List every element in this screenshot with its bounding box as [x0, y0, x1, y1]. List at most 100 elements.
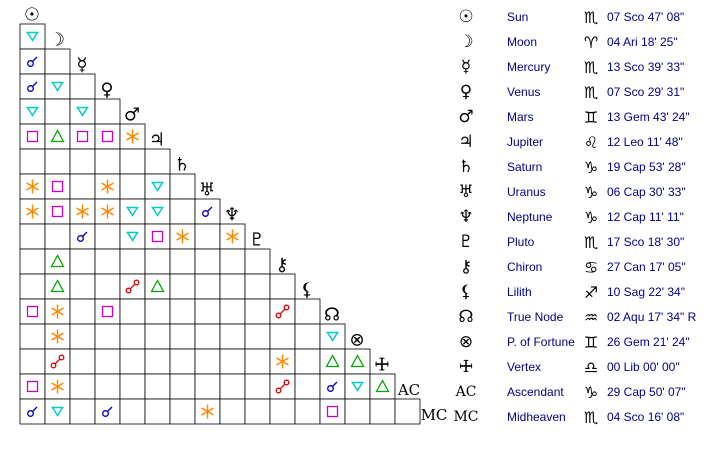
grid-cell	[244, 273, 271, 300]
square-icon	[151, 230, 164, 243]
grid-cell	[169, 398, 196, 425]
grid-cell	[44, 273, 71, 300]
planet-position: 19 Cap 53' 28"	[607, 160, 686, 174]
gemini-icon: ♊	[583, 333, 599, 352]
planet-row: MC Midheaven ♏ 04 Sco 16' 08"	[452, 405, 705, 430]
grid-cell	[44, 223, 71, 250]
grid-cell	[69, 273, 96, 300]
sextile-icon	[126, 129, 139, 144]
planet-row: ☊ True Node ♒ 02 Aqu 17' 34" R	[452, 305, 705, 330]
square-icon	[76, 130, 89, 143]
planet-row: ♇ Pluto ♏ 17 Sco 18' 30"	[452, 230, 705, 255]
chiron-icon: ⚷	[275, 255, 288, 276]
grid-cell	[119, 398, 146, 425]
scorpio-icon: ♏	[583, 8, 599, 27]
grid-cell	[319, 348, 346, 375]
semisextile-icon	[151, 206, 164, 217]
saturn-icon: ♄	[174, 155, 190, 176]
planet-position: 07 Sco 29' 31"	[607, 85, 685, 99]
planet-position: 26 Gem 21' 24"	[607, 335, 690, 349]
grid-cell	[19, 373, 46, 400]
ascendant-icon: AC	[455, 384, 477, 400]
trine-icon	[375, 379, 390, 393]
sextile-icon	[276, 354, 289, 369]
planet-position: 13 Gem 43' 24"	[607, 110, 690, 124]
grid-cell	[169, 198, 196, 225]
grid-cell	[44, 173, 71, 200]
semisextile-icon	[26, 106, 39, 117]
grid-cell	[94, 123, 121, 150]
planet-position: 29 Cap 50' 07"	[607, 385, 686, 399]
trine-icon	[50, 129, 65, 143]
semisextile-icon	[26, 31, 39, 42]
planet-name: Vertex	[507, 360, 542, 374]
grid-cell	[244, 373, 271, 400]
semisextile-icon	[51, 81, 64, 92]
sextile-icon	[101, 204, 114, 219]
planet-name: Jupiter	[507, 135, 544, 149]
planet-name: Lilith	[507, 285, 532, 299]
planet-row: ☿ Mercury ♏ 13 Sco 39' 33"	[452, 55, 705, 80]
planet-name: Uranus	[507, 185, 546, 199]
sextile-icon	[226, 229, 239, 244]
planet-name: Moon	[507, 35, 538, 49]
sextile-icon	[51, 329, 64, 344]
planet-row: ⚸ Lilith ♐ 10 Sag 22' 34"	[452, 280, 705, 305]
quincunx-icon	[125, 279, 140, 294]
grid-cell	[69, 173, 96, 200]
grid-cell	[369, 398, 396, 425]
grid-cell	[169, 273, 196, 300]
grid-cell	[219, 273, 246, 300]
semisextile-icon	[151, 181, 164, 192]
square-icon	[51, 180, 64, 193]
square-icon	[26, 130, 39, 143]
planet-position: 12 Cap 11' 11"	[607, 210, 684, 224]
grid-cell	[119, 198, 146, 225]
planet-row: 🜊 Vertex ♎ 00 Lib 00' 00"	[452, 355, 705, 380]
midheaven-icon: MC	[453, 409, 479, 425]
neptune-icon: ♆	[458, 207, 474, 227]
aries-icon: ♈	[583, 33, 599, 52]
midheaven-icon: MC	[421, 406, 448, 424]
sun-icon: ☉	[458, 7, 474, 27]
grid-cell	[69, 248, 96, 275]
cancer-icon: ♋	[583, 258, 599, 277]
square-icon	[26, 305, 39, 318]
grid-cell	[94, 248, 121, 275]
aquarius-icon: ♒	[583, 308, 599, 327]
grid-cell	[294, 298, 321, 325]
grid-cell	[294, 373, 321, 400]
grid-cell	[344, 348, 371, 375]
sun-icon: ☉	[24, 5, 40, 26]
capricorn-icon: ♑	[583, 183, 599, 202]
semisextile-icon	[126, 231, 139, 242]
square-icon	[101, 305, 114, 318]
grid-cell	[219, 348, 246, 375]
grid-cell	[219, 323, 246, 350]
grid-cell	[94, 298, 121, 325]
neptune-icon: ♆	[224, 205, 240, 226]
sagittarius-icon: ♐	[583, 283, 599, 302]
grid-cell	[44, 248, 71, 275]
sextile-icon	[51, 379, 64, 394]
grid-cell	[19, 298, 46, 325]
semisextile-icon	[351, 381, 364, 392]
semisquare-icon	[327, 381, 338, 392]
grid-cell	[19, 98, 46, 125]
moon-icon: ☽	[49, 30, 65, 51]
grid-cell	[169, 298, 196, 325]
grid-cell	[144, 223, 171, 250]
uranus-icon: ♅	[458, 182, 474, 202]
part-of-fortune-icon: ⊗	[458, 332, 474, 352]
planet-name: Midheaven	[507, 410, 566, 424]
planet-row: ♆ Neptune ♑ 12 Cap 11' 11"	[452, 205, 705, 230]
libra-icon: ♎	[583, 358, 599, 377]
grid-cell	[19, 323, 46, 350]
grid-cell	[219, 398, 246, 425]
grid-cell	[294, 398, 321, 425]
capricorn-icon: ♑	[583, 383, 599, 402]
trine-icon	[150, 279, 165, 293]
mercury-icon: ☿	[76, 55, 87, 76]
quincunx-icon	[50, 354, 65, 369]
scorpio-icon: ♏	[583, 83, 599, 102]
